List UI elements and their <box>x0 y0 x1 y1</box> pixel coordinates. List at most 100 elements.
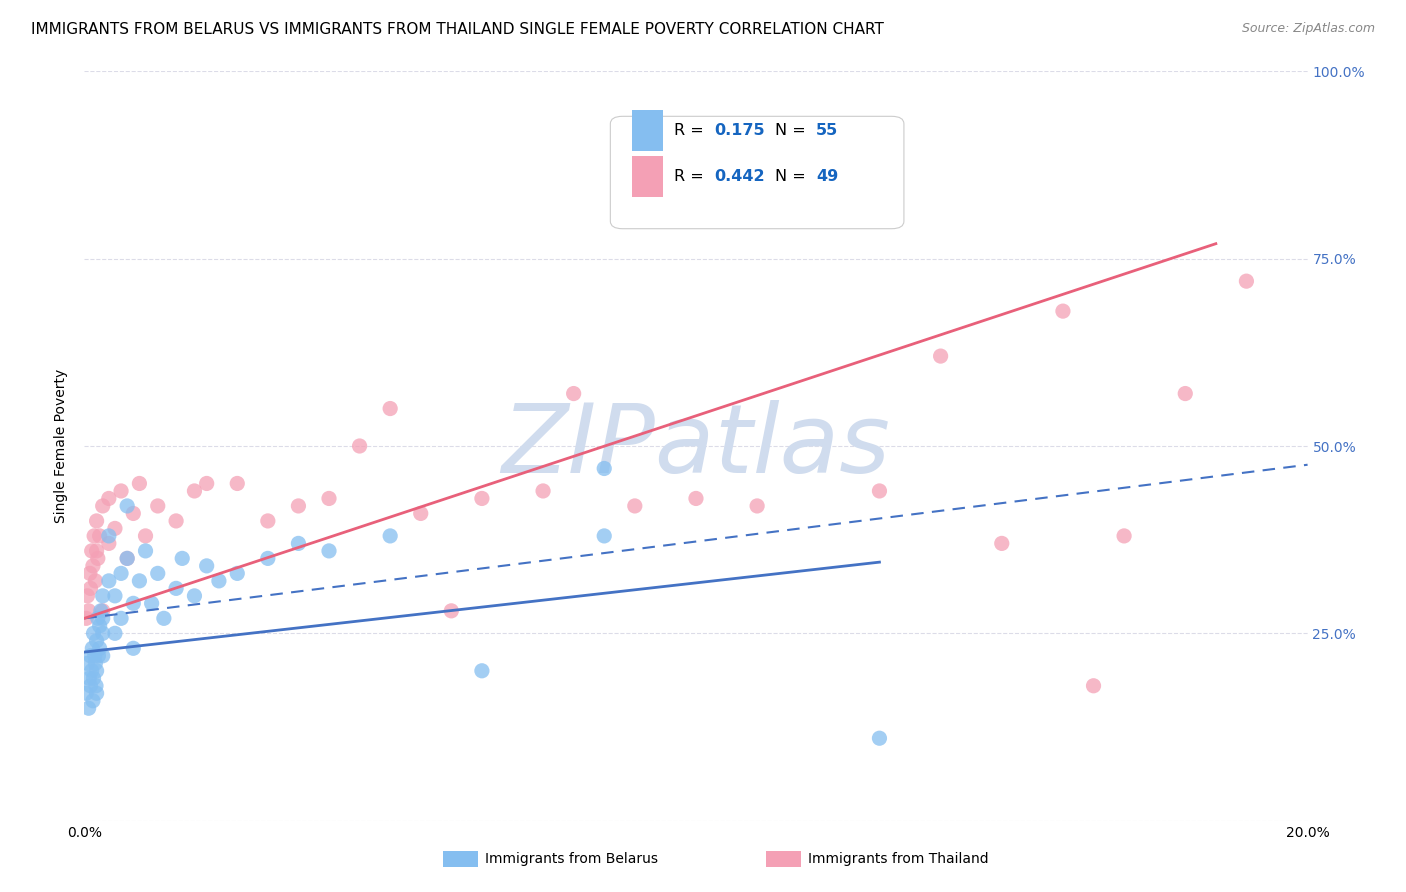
Point <box>83 648 105 663</box>
Point <box>685 491 707 506</box>
Text: 0.442: 0.442 <box>714 169 765 184</box>
Point <box>104 589 127 603</box>
Point <box>146 566 169 581</box>
Text: 55: 55 <box>815 123 838 138</box>
Point <box>1114 529 1136 543</box>
Point <box>128 574 150 588</box>
Point <box>1052 304 1074 318</box>
Bar <box>633 110 664 151</box>
Point <box>380 529 402 543</box>
Point <box>86 544 108 558</box>
Point <box>110 611 132 625</box>
Point <box>257 551 280 566</box>
Point <box>115 551 138 566</box>
Point <box>83 626 105 640</box>
Point <box>89 641 111 656</box>
Point <box>122 641 145 656</box>
Point <box>115 551 138 566</box>
Bar <box>633 155 664 197</box>
Point <box>115 499 138 513</box>
Point <box>86 514 108 528</box>
Point <box>79 566 101 581</box>
Point <box>122 596 145 610</box>
Point <box>349 439 371 453</box>
Point <box>409 507 432 521</box>
Text: R =: R = <box>673 169 703 184</box>
Point <box>153 611 176 625</box>
Point <box>318 491 340 506</box>
Point <box>80 544 103 558</box>
Point <box>183 483 205 498</box>
Point <box>318 544 340 558</box>
Point <box>87 648 110 663</box>
Point <box>929 349 952 363</box>
Point <box>84 657 107 671</box>
Point <box>87 611 110 625</box>
Point <box>141 596 163 610</box>
Point <box>593 529 616 543</box>
Point <box>77 604 100 618</box>
Point <box>87 551 110 566</box>
Point <box>531 483 554 498</box>
Point <box>79 582 101 596</box>
Point <box>91 589 114 603</box>
Point <box>89 529 111 543</box>
FancyBboxPatch shape <box>610 116 904 228</box>
Text: N =: N = <box>776 123 806 138</box>
Point <box>183 589 205 603</box>
Point <box>146 499 169 513</box>
Point <box>90 604 112 618</box>
Point <box>76 657 98 671</box>
Point <box>89 619 111 633</box>
Point <box>91 604 114 618</box>
Point <box>1236 274 1258 288</box>
Point <box>165 514 187 528</box>
Point <box>80 664 103 678</box>
Point <box>91 499 114 513</box>
Point <box>991 536 1014 550</box>
Point <box>195 558 218 573</box>
Point <box>287 499 309 513</box>
Point <box>172 551 194 566</box>
Point <box>128 476 150 491</box>
Point <box>104 626 127 640</box>
Point <box>97 491 120 506</box>
Point <box>97 529 120 543</box>
Text: 49: 49 <box>815 169 838 184</box>
Point <box>257 514 280 528</box>
Point <box>83 671 105 685</box>
Point <box>77 701 100 715</box>
Point <box>869 731 891 746</box>
Text: ZIPatlas: ZIPatlas <box>502 400 890 492</box>
Point <box>869 483 891 498</box>
Point <box>195 476 218 491</box>
Point <box>75 686 97 700</box>
Point <box>76 589 98 603</box>
Point <box>110 483 132 498</box>
Point <box>471 664 494 678</box>
Point <box>91 611 114 625</box>
Point <box>79 648 101 663</box>
Point <box>84 679 107 693</box>
Point <box>84 574 107 588</box>
Point <box>110 566 132 581</box>
Text: R =: R = <box>673 123 703 138</box>
Point <box>86 633 108 648</box>
Point <box>77 671 100 685</box>
Point <box>440 604 463 618</box>
Point <box>135 544 157 558</box>
Point <box>91 648 114 663</box>
Point <box>82 694 104 708</box>
Point <box>97 536 120 550</box>
Point <box>226 566 249 581</box>
Text: Immigrants from Thailand: Immigrants from Thailand <box>808 852 988 866</box>
Point <box>135 529 157 543</box>
Point <box>165 582 187 596</box>
Point <box>79 679 101 693</box>
Point <box>82 641 104 656</box>
Text: Source: ZipAtlas.com: Source: ZipAtlas.com <box>1241 22 1375 36</box>
Point <box>122 507 145 521</box>
Point <box>1083 679 1105 693</box>
Point <box>380 401 402 416</box>
Point <box>562 386 585 401</box>
